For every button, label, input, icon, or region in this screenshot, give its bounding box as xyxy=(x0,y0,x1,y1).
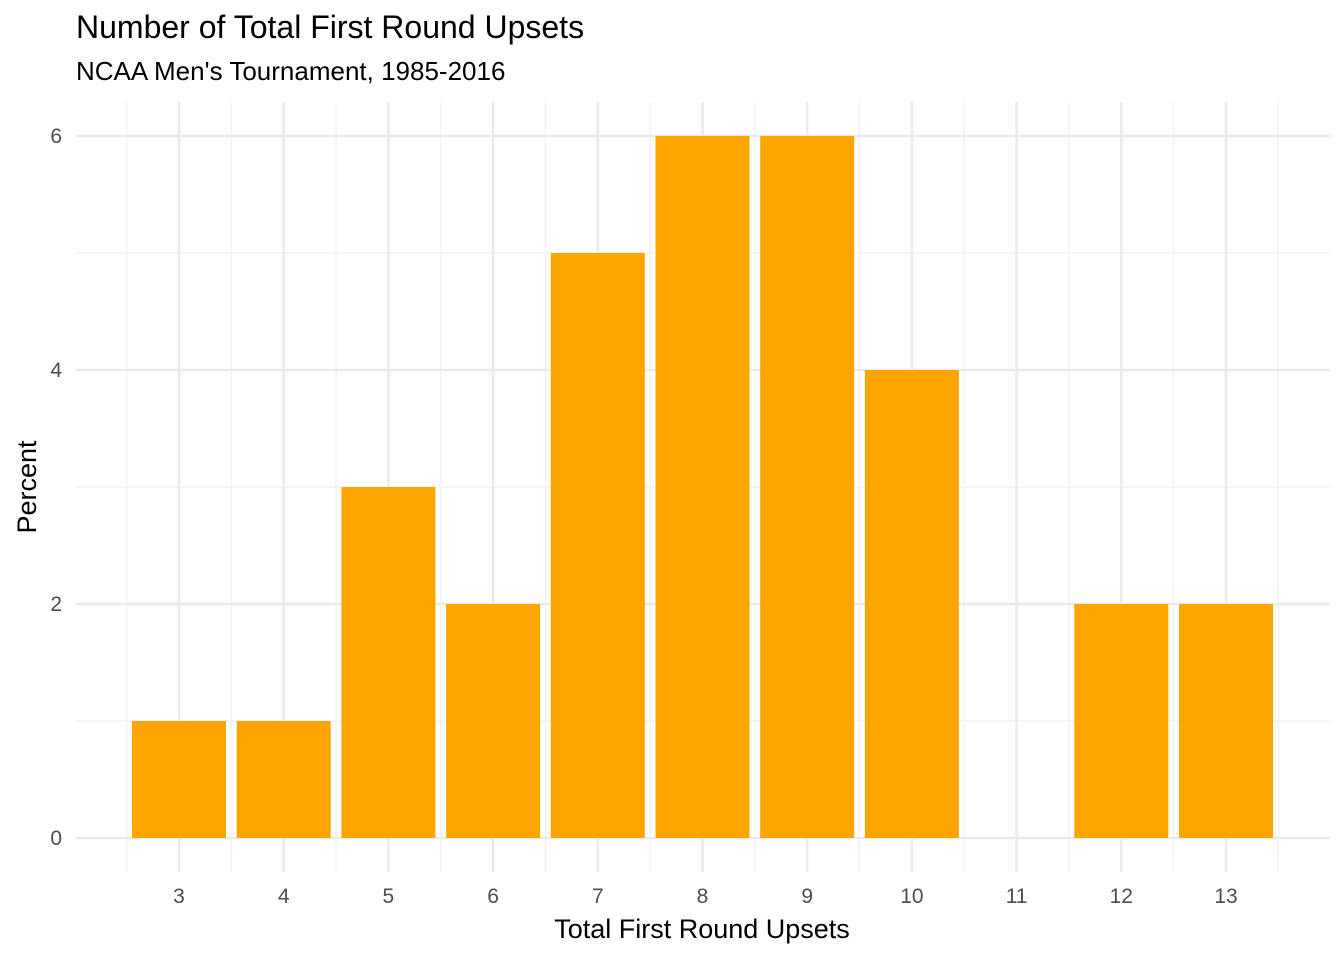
chart-subtitle: NCAA Men's Tournament, 1985-2016 xyxy=(76,56,505,86)
x-tick-label: 3 xyxy=(173,885,185,908)
bar-3 xyxy=(132,721,226,838)
y-tick-label: 4 xyxy=(50,359,62,382)
bars xyxy=(132,136,1273,838)
x-tick-label: 12 xyxy=(1110,885,1133,908)
bar-6 xyxy=(446,604,541,838)
x-tick-label: 4 xyxy=(278,885,290,908)
y-axis-title: Percent xyxy=(12,440,42,534)
bar-13 xyxy=(1179,604,1273,838)
x-tick-label: 7 xyxy=(592,885,604,908)
chart-title: Number of Total First Round Upsets xyxy=(76,9,584,45)
bar-12 xyxy=(1074,604,1169,838)
y-tick-label: 0 xyxy=(50,827,62,850)
x-tick-label: 10 xyxy=(900,885,923,908)
bar-8 xyxy=(655,136,750,838)
x-tick-label: 11 xyxy=(1006,885,1028,908)
y-tick-label: 6 xyxy=(50,125,62,148)
x-axis-ticks: 3 4 5 6 7 8 9 10 11 12 13 xyxy=(173,885,1238,908)
x-tick-label: 9 xyxy=(801,885,813,908)
bar-7 xyxy=(550,253,645,838)
bar-4 xyxy=(236,721,331,838)
x-tick-label: 5 xyxy=(383,885,395,908)
bar-10 xyxy=(864,370,959,838)
x-axis-title: Total First Round Upsets xyxy=(554,914,850,944)
y-tick-label: 2 xyxy=(50,593,62,616)
bar-9 xyxy=(760,136,855,838)
x-tick-label: 8 xyxy=(697,885,709,908)
x-tick-label: 13 xyxy=(1214,885,1237,908)
y-axis-ticks: 0 2 4 6 xyxy=(50,125,62,850)
x-tick-label: 6 xyxy=(487,885,499,908)
bar-5 xyxy=(341,487,436,838)
